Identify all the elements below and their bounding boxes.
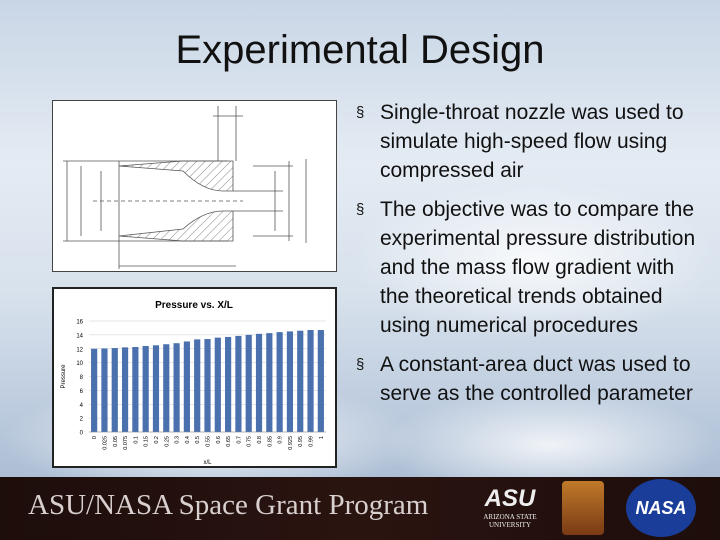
x-tick-label: 0	[92, 436, 98, 439]
bar	[225, 336, 232, 432]
y-tick-label: 12	[76, 347, 83, 353]
bar	[163, 344, 170, 432]
cloud	[350, 180, 720, 340]
bar	[132, 347, 139, 432]
x-tick-label: 0.25	[164, 436, 170, 447]
bar	[214, 337, 221, 432]
x-tick-label: 1	[319, 436, 325, 439]
bar	[142, 345, 149, 432]
bar	[101, 348, 108, 432]
y-tick-label: 4	[80, 403, 84, 409]
program-name: ASU/NASA Space Grant Program	[28, 489, 429, 521]
bar	[297, 330, 304, 432]
pressure-bar-chart: Pressure vs. X/L 0 2 4 6 8 10 12 14 16 Pressure 0 0.…	[52, 287, 337, 468]
x-tick-label: 0.85	[267, 436, 273, 447]
slide-title: Experimental Design	[175, 28, 545, 72]
chart-title: Pressure vs. X/L	[155, 300, 233, 311]
y-tick-label: 8	[80, 375, 84, 381]
x-tick-label: 0.05	[113, 436, 119, 447]
y-axis-label: Pressure	[61, 364, 67, 389]
bullet-item: § The objective was to compare the experi…	[356, 195, 706, 340]
section-sign-bullet-icon: §	[356, 356, 365, 373]
bullet-list: § Single-throat nozzle was used to simula…	[356, 98, 706, 418]
x-tick-label: 0.2	[154, 436, 160, 444]
x-tick-label: 0.075	[123, 436, 129, 450]
bar	[152, 345, 160, 432]
bullet-item: § Single-throat nozzle was used to simula…	[356, 98, 706, 185]
asu-logo: ASU ARIZONA STATE UNIVERSITY	[483, 485, 537, 529]
x-tick-label: 0.6	[216, 436, 222, 444]
x-tick-label: 0.15	[144, 436, 150, 447]
bar	[111, 348, 118, 432]
bar	[276, 332, 283, 432]
bar	[121, 347, 129, 432]
bar	[204, 339, 211, 432]
nozzle-technical-drawing	[52, 100, 337, 272]
bar	[286, 331, 294, 432]
section-sign-bullet-icon: §	[356, 104, 365, 121]
x-tick-label: 0.5	[195, 436, 201, 444]
bar	[245, 334, 252, 432]
x-tick-label: 0.925	[288, 436, 294, 450]
x-tick-label: 0.99	[309, 436, 315, 447]
x-tick-label: 0.65	[226, 436, 232, 447]
y-tick-label: 0	[80, 431, 84, 437]
x-tick-label: 0.1	[133, 436, 139, 444]
x-tick-label: 0.7	[236, 436, 242, 444]
y-tick-label: 16	[76, 320, 83, 326]
bar	[307, 330, 314, 432]
y-tick-label: 14	[76, 333, 83, 339]
bar	[317, 330, 324, 432]
bullet-item: § A constant-area duct was used to serve …	[356, 350, 706, 408]
bullet-text: Single-throat nozzle was used to simulat…	[380, 101, 684, 182]
y-tick-label: 10	[76, 361, 83, 367]
x-tick-label: 0.55	[206, 436, 212, 447]
x-tick-label: 0.3	[175, 436, 181, 444]
bar	[183, 341, 190, 432]
x-tick-label: 0.95	[298, 436, 304, 447]
bullet-text: The objective was to compare the experim…	[380, 198, 696, 337]
y-tick-label: 6	[80, 389, 84, 395]
x-tick-label: 0.4	[185, 436, 191, 444]
bar	[194, 339, 201, 432]
bar	[91, 348, 98, 432]
bar	[266, 333, 273, 432]
section-sign-bullet-icon: §	[356, 201, 365, 218]
x-tick-label: 0.8	[257, 436, 263, 444]
nasa-logo: NASA	[626, 479, 696, 537]
space-grant-logo	[562, 481, 604, 535]
x-axis-label: x/L	[203, 460, 212, 466]
bar	[255, 333, 263, 432]
bar	[173, 343, 180, 432]
footer-banner: ASU/NASA Space Grant Program ASU ARIZONA…	[0, 477, 720, 540]
x-tick-label: 0.9	[278, 436, 284, 444]
x-tick-label: 0.75	[247, 436, 253, 447]
bar	[235, 335, 242, 432]
bullet-text: A constant-area duct was used to serve a…	[380, 353, 693, 405]
x-tick-label: 0.025	[102, 436, 108, 450]
y-tick-label: 2	[80, 417, 84, 423]
